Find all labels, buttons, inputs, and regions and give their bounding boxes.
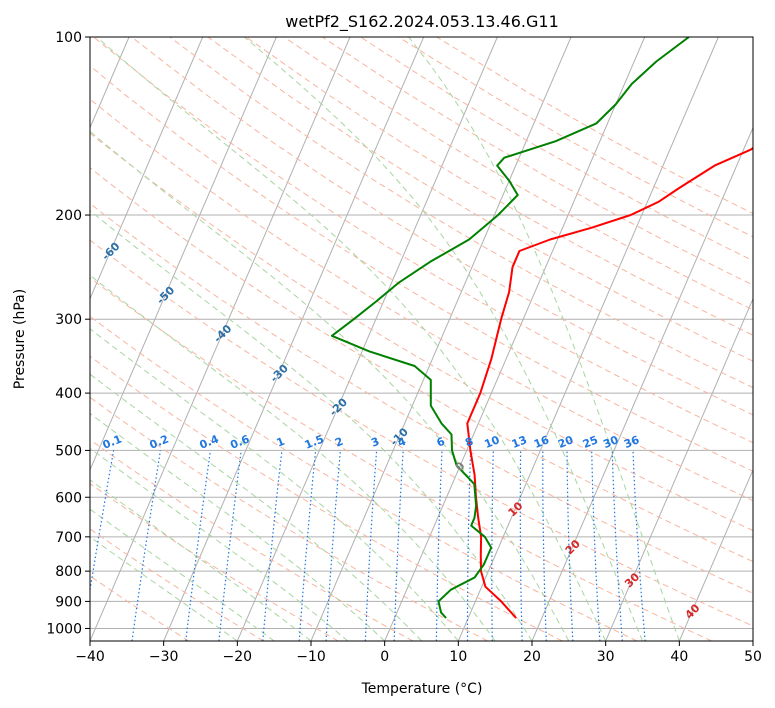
dry-adiabat-line bbox=[90, 132, 753, 532]
temperature-profile-line bbox=[466, 146, 753, 619]
chart-title: wetPf2_S162.2024.053.13.46.G11 bbox=[285, 12, 559, 32]
moist-adiabat-line bbox=[90, 536, 238, 641]
y-tick-label: 100 bbox=[55, 30, 82, 46]
y-tick-label: 300 bbox=[55, 312, 82, 328]
mixing-ratio-label: 25 bbox=[581, 433, 600, 451]
y-tick-label: 200 bbox=[55, 208, 82, 224]
moist-adiabat-line bbox=[90, 328, 459, 641]
mixing-ratio-label: 16 bbox=[532, 433, 551, 451]
x-tick-label: 40 bbox=[670, 649, 688, 665]
x-tick-label: −30 bbox=[149, 649, 179, 665]
dry-adiabat-line bbox=[93, 37, 753, 444]
dry-adiabat-line bbox=[169, 37, 753, 389]
isotherm-line bbox=[605, 297, 753, 641]
dewpoint-profile-line bbox=[330, 37, 690, 619]
mixing-ratio-label: 13 bbox=[510, 433, 529, 451]
dry-adiabat-line bbox=[245, 37, 753, 336]
x-tick-label: 30 bbox=[597, 649, 615, 665]
mixing-ratio-label: 8 bbox=[463, 435, 475, 450]
x-tick-label: −10 bbox=[296, 649, 326, 665]
mixing-ratio-line bbox=[218, 450, 242, 641]
x-tick-label: 50 bbox=[744, 649, 762, 665]
x-axis-label: Temperature (°C) bbox=[361, 681, 483, 697]
y-tick-label: 800 bbox=[55, 564, 82, 580]
x-tick-label: −20 bbox=[223, 649, 253, 665]
isotherm-line bbox=[90, 37, 277, 472]
dry-adiabat-line bbox=[90, 167, 753, 563]
y-tick-label: 900 bbox=[55, 594, 82, 610]
y-tick-label: 600 bbox=[55, 490, 82, 506]
mixing-ratio-label: 20 bbox=[556, 433, 575, 451]
y-axis-label: Pressure (hPa) bbox=[12, 289, 28, 389]
mixing-ratio-line bbox=[185, 450, 211, 641]
isotherm-line bbox=[384, 37, 646, 641]
y-tick-label: 1000 bbox=[46, 621, 82, 637]
moist-adiabat-line bbox=[90, 412, 386, 641]
moist-adiabat-line bbox=[90, 274, 496, 641]
x-tick-label: 0 bbox=[380, 649, 389, 665]
moist-adiabat-line bbox=[90, 210, 533, 641]
axes-layer: −40 −30 −20 −10 0 10 20 30 40 50 1000 900 800 700 600 5… bbox=[46, 30, 762, 665]
mixing-ratio-label: 36 bbox=[622, 433, 641, 451]
dry-adiabat-line bbox=[90, 355, 563, 641]
y-tick-label: 500 bbox=[55, 443, 82, 459]
dry-adiabat-line bbox=[131, 37, 753, 416]
dry-adiabat-line bbox=[90, 277, 712, 641]
mixing-ratio-line bbox=[131, 450, 161, 641]
dry-adiabat-line bbox=[90, 315, 638, 641]
isotherm-line bbox=[457, 37, 719, 641]
dry-adiabat-line bbox=[90, 239, 753, 627]
dry-adiabat-line bbox=[90, 98, 753, 502]
mixing-ratio-label: 2 bbox=[333, 435, 345, 450]
isotherm-line bbox=[236, 37, 498, 641]
mixing-ratio-label: 1 bbox=[275, 435, 287, 450]
moist-adiabat-line bbox=[408, 37, 680, 641]
x-tick-label: −40 bbox=[75, 649, 105, 665]
mixing-ratio-label: 30 bbox=[601, 433, 620, 451]
x-tick-label: 20 bbox=[523, 649, 541, 665]
mixing-ratio-label: 3 bbox=[369, 435, 381, 450]
moist-adiabat-line bbox=[90, 479, 312, 641]
mixing-ratio-line bbox=[90, 450, 115, 594]
mixing-ratio-line bbox=[262, 450, 283, 641]
dry-adiabat-line bbox=[90, 482, 339, 641]
isotherm-line bbox=[531, 126, 753, 641]
y-tick-label: 400 bbox=[55, 386, 82, 402]
series-layer bbox=[330, 37, 753, 619]
moist-adiabat-line bbox=[244, 37, 643, 641]
x-tick-label: 10 bbox=[449, 649, 467, 665]
moist-adiabat-line bbox=[90, 508, 275, 641]
dry-adiabat-line bbox=[90, 202, 753, 594]
plot-frame bbox=[89, 36, 754, 642]
isotherm-line bbox=[163, 37, 425, 641]
y-tick-label: 700 bbox=[55, 530, 82, 546]
dry-adiabat-line bbox=[283, 37, 753, 311]
mixing-ratio-label: 10 bbox=[482, 433, 501, 451]
isotherm-line bbox=[90, 37, 204, 301]
moist-adiabat-line bbox=[96, 37, 607, 641]
isotherm-line bbox=[678, 468, 753, 641]
dry-adiabat-line bbox=[90, 528, 264, 641]
